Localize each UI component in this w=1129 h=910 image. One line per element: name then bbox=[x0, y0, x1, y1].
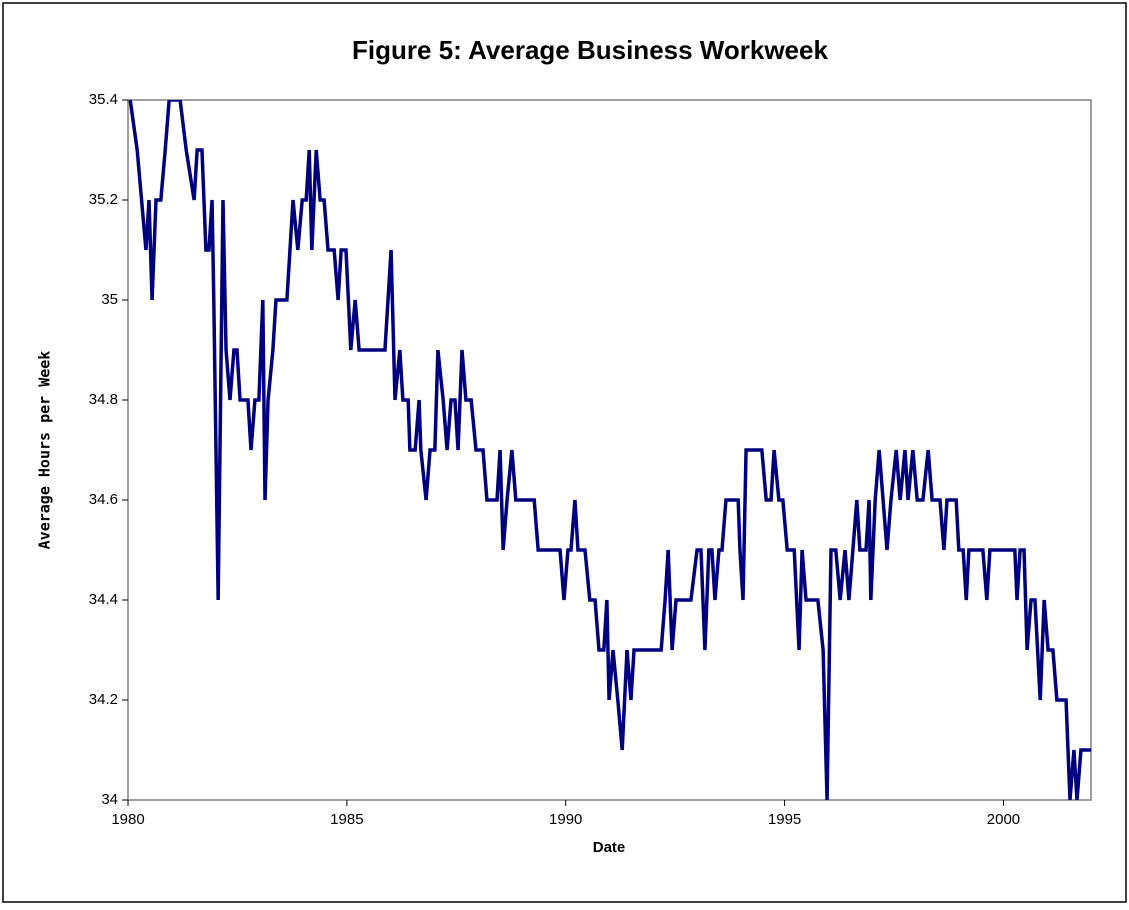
x-tick-label: 1995 bbox=[768, 811, 801, 828]
y-tick-label: 34.4 bbox=[89, 591, 118, 608]
x-tick-label: 2000 bbox=[987, 811, 1020, 828]
x-tick-label: 1990 bbox=[549, 811, 582, 828]
y-axis-title: Average Hours per Week bbox=[36, 351, 54, 550]
y-tick-label: 35.2 bbox=[89, 191, 118, 208]
y-tick-label: 34.8 bbox=[89, 391, 118, 408]
y-tick-label: 35.4 bbox=[89, 91, 118, 108]
y-tick-label: 34.6 bbox=[89, 491, 118, 508]
plot-area bbox=[127, 99, 1092, 801]
y-tick-label: 35 bbox=[101, 291, 118, 308]
chart-title: Figure 5: Average Business Workweek bbox=[352, 35, 828, 65]
x-axis-title: Date bbox=[593, 839, 626, 856]
x-tick-label: 1980 bbox=[111, 811, 144, 828]
y-tick-label: 34 bbox=[101, 791, 118, 808]
x-tick-label: 1985 bbox=[330, 811, 363, 828]
data-line bbox=[128, 100, 1091, 800]
y-tick-label: 34.2 bbox=[89, 691, 118, 708]
